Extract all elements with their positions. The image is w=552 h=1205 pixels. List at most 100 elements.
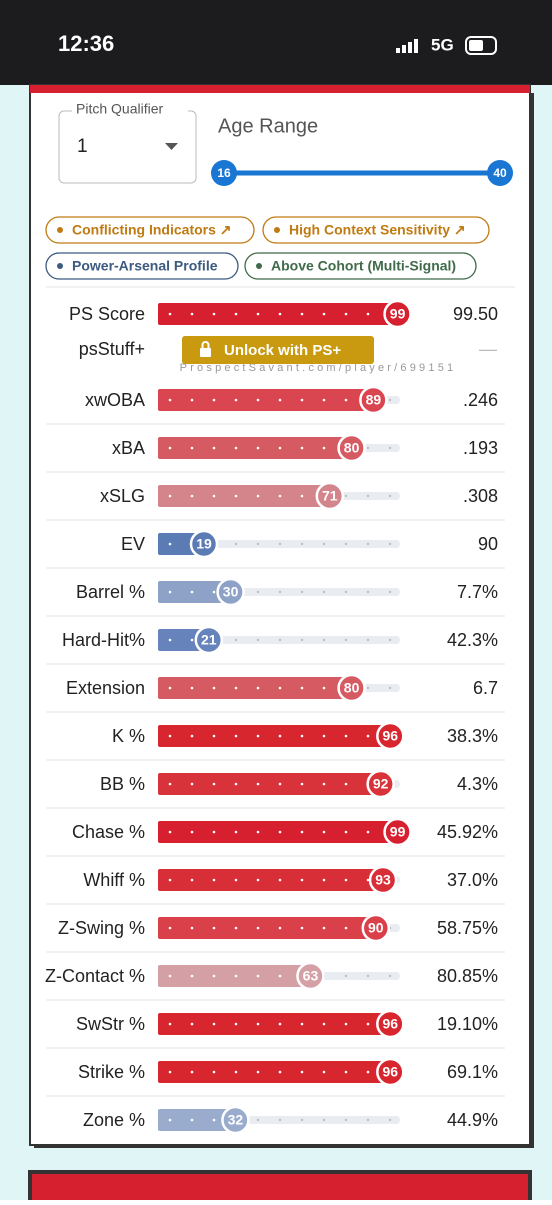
track-dot [388, 542, 392, 546]
age-min-thumb[interactable] [211, 160, 237, 186]
track-dot [256, 542, 260, 546]
percentile-text: 92 [373, 776, 389, 792]
bar-dot [212, 878, 216, 882]
age-range-label: Age Range [218, 115, 318, 137]
percentile-text: 80 [344, 680, 360, 696]
bar-dot [190, 1022, 194, 1026]
tag [244, 252, 477, 280]
metric-label: Hard-Hit% [62, 630, 145, 650]
bar-dot [322, 312, 326, 316]
track-dot [344, 974, 348, 978]
track-dot [256, 1118, 260, 1122]
bar-dot [256, 494, 260, 498]
track-dot [344, 494, 348, 498]
bar-dot [234, 974, 238, 978]
bar-dot [322, 1022, 326, 1026]
card-top-strip [30, 85, 530, 93]
bar-dot [322, 878, 326, 882]
bar-dot [256, 312, 260, 316]
percentile-badge [296, 961, 325, 991]
bar-dot [300, 1022, 304, 1026]
bar-dot [300, 878, 304, 882]
track-dot [234, 542, 238, 546]
bar-dot [256, 1070, 260, 1074]
track-dot [388, 1118, 392, 1122]
bar-dot [168, 878, 172, 882]
percentile-badge [359, 385, 388, 415]
track-dot [388, 590, 392, 594]
bar-dot [256, 974, 260, 978]
percentile-badge [337, 673, 366, 703]
bar-dot [190, 590, 194, 594]
bar-dot [168, 590, 172, 594]
bar-dot [190, 878, 194, 882]
bar-dot [234, 734, 238, 738]
bar-dot [300, 398, 304, 402]
lock-icon [200, 348, 211, 357]
percentile-badge [361, 913, 391, 943]
tag-text: High Context Sensitivity ↗ [289, 222, 466, 238]
percentile-badge [221, 1105, 250, 1135]
track-dot [388, 638, 392, 642]
percentile-bar [158, 437, 352, 459]
bar-dot [234, 830, 238, 834]
percentile-badge [383, 817, 412, 847]
bar-dot [212, 1022, 216, 1026]
bar-dot [344, 398, 348, 402]
track-dot [366, 686, 370, 690]
percentile-bar [158, 917, 376, 939]
bar-dot [190, 398, 194, 402]
metric-value: 4.3% [457, 774, 498, 794]
percentile-bar [158, 773, 381, 795]
unlock-text: Unlock with PS+ [224, 342, 341, 359]
tag-dot [256, 263, 262, 269]
bar-dot [366, 312, 370, 316]
percentile-badge [366, 769, 395, 799]
track-dot [366, 542, 370, 546]
track-dot [344, 638, 348, 642]
metric-value: 80.85% [437, 966, 498, 986]
track-dot [366, 1118, 370, 1122]
tag-dot [57, 263, 63, 269]
age-max-thumb[interactable] [487, 160, 513, 186]
bar-dot [212, 590, 216, 594]
bar-dot [256, 1022, 260, 1026]
locked-label: psStuff+ [79, 339, 145, 359]
unlock-button[interactable] [182, 336, 374, 364]
track-dot [366, 446, 370, 450]
bar-dot [344, 782, 348, 786]
percentile-text: 21 [201, 632, 217, 648]
bar-dot [190, 446, 194, 450]
dropdown-arrow [165, 143, 178, 150]
bar-dot [300, 830, 304, 834]
bar-dot [366, 1022, 370, 1026]
bar-dot [278, 830, 282, 834]
bar-dot [168, 1022, 172, 1026]
bar-dot [300, 312, 304, 316]
bar-dot [300, 782, 304, 786]
percentile-text: 93 [375, 872, 391, 888]
bar-dot [168, 398, 172, 402]
network: 5G [431, 35, 454, 54]
pitch-qualifier-value: 1 [77, 136, 88, 157]
bar-dot [322, 782, 326, 786]
lock-shackle [201, 341, 210, 348]
bar-dot [234, 446, 238, 450]
metric-label: Barrel % [76, 582, 145, 602]
metric-value: 7.7% [457, 582, 498, 602]
percentile-text: 89 [366, 392, 382, 408]
percentile-badge [194, 625, 224, 655]
tag [45, 216, 255, 244]
bar-dot [256, 734, 260, 738]
track-dot [322, 590, 326, 594]
bar-dot [234, 926, 238, 930]
metric-value: 19.10% [437, 1014, 498, 1034]
bar-dot [344, 312, 348, 316]
bar-dot [212, 974, 216, 978]
bar-dot [278, 974, 282, 978]
bar-dot [256, 686, 260, 690]
metric-value: 45.92% [437, 822, 498, 842]
bar-dot [322, 830, 326, 834]
